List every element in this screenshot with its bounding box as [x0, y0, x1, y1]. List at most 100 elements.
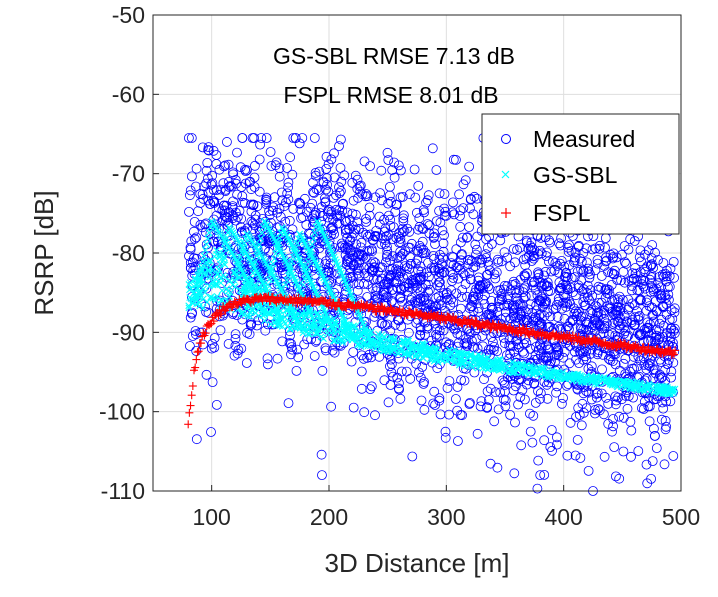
measured-point — [649, 423, 659, 434]
measured-point — [508, 307, 519, 318]
measured-point — [307, 177, 318, 188]
measured-point — [320, 345, 331, 356]
measured-point — [619, 311, 630, 321]
fspl-point — [515, 323, 524, 332]
measured-point — [604, 329, 615, 340]
measured-point — [452, 436, 463, 446]
measured-point — [236, 226, 247, 237]
measured-point — [317, 470, 327, 481]
measured-point — [232, 147, 242, 158]
measured-point — [487, 337, 498, 347]
measured-point — [519, 348, 530, 359]
measured-point — [589, 315, 600, 325]
measured-point — [274, 171, 285, 182]
measured-point — [240, 166, 251, 177]
gs-sbl-point — [644, 385, 652, 393]
measured-point — [612, 275, 623, 285]
measured-point — [634, 252, 645, 263]
measured-point — [549, 350, 560, 361]
measured-point — [626, 425, 637, 436]
measured-point — [246, 216, 257, 227]
measured-point — [551, 349, 562, 360]
gs-sbl-point — [483, 354, 491, 362]
measured-point — [462, 232, 473, 243]
measured-point — [452, 382, 463, 392]
measured-point — [419, 207, 430, 218]
measured-point — [624, 302, 635, 312]
gs-sbl-point — [255, 285, 263, 293]
gs-sbl-point — [205, 229, 213, 237]
measured-point — [666, 366, 677, 377]
measured-point — [475, 281, 486, 292]
measured-point — [364, 202, 375, 213]
measured-point — [382, 245, 393, 256]
gs-sbl-point — [390, 343, 397, 351]
fspl-point — [216, 310, 225, 319]
measured-point — [550, 258, 561, 268]
measured-point — [552, 312, 563, 322]
measured-point — [454, 189, 465, 200]
measured-point — [460, 175, 471, 186]
measured-point — [188, 226, 199, 237]
measured-point — [622, 331, 632, 342]
measured-point — [646, 272, 657, 283]
measured-point — [601, 392, 611, 403]
measured-point — [617, 249, 627, 260]
measured-point — [297, 133, 308, 143]
measured-point — [395, 246, 406, 257]
measured-point — [262, 319, 273, 330]
gs-sbl-point — [257, 235, 265, 242]
gs-sbl-point — [303, 264, 311, 271]
measured-point — [473, 283, 484, 294]
measured-point — [471, 249, 481, 260]
measured-point — [542, 247, 552, 258]
gs-sbl-point — [313, 217, 321, 225]
measured-point — [451, 262, 462, 273]
measured-point — [473, 303, 484, 314]
measured-point — [578, 354, 589, 365]
measured-point — [540, 296, 550, 307]
measured-point — [665, 336, 676, 347]
gs-sbl-point — [352, 323, 359, 330]
measured-point — [622, 317, 632, 328]
gs-sbl-point — [332, 320, 340, 328]
fspl-point — [186, 401, 195, 410]
gs-sbl-point — [426, 355, 434, 363]
gs-sbl-point — [236, 274, 244, 281]
measured-point — [535, 350, 546, 361]
measured-point — [525, 408, 535, 419]
gs-sbl-point — [526, 370, 534, 377]
measured-point — [540, 298, 551, 308]
measured-point — [659, 459, 670, 470]
y-tick-label: -90 — [112, 319, 145, 345]
measured-point — [226, 181, 237, 192]
measured-point — [376, 195, 387, 206]
measured-point — [346, 232, 357, 243]
measured-point — [594, 405, 605, 416]
measured-point — [288, 133, 299, 143]
measured-point — [326, 209, 336, 220]
measured-point — [272, 207, 283, 218]
measured-point — [348, 402, 359, 413]
measured-point — [626, 451, 636, 462]
measured-point — [269, 192, 280, 203]
measured-point — [246, 318, 257, 328]
measured-point — [379, 214, 390, 225]
measured-point — [582, 292, 593, 303]
measured-point — [434, 330, 445, 341]
measured-point — [225, 180, 236, 191]
measured-point — [515, 242, 525, 253]
gs-sbl-point — [273, 244, 281, 252]
measured-point — [326, 401, 337, 412]
measured-point — [313, 185, 324, 196]
measured-point — [247, 237, 258, 248]
gs-sbl-point — [213, 281, 220, 288]
measured-point — [498, 394, 509, 405]
measured-point — [191, 434, 202, 445]
measured-point — [444, 376, 455, 386]
measured-point — [382, 249, 393, 260]
measured-point — [607, 426, 617, 437]
measured-point — [368, 274, 379, 285]
measured-point — [564, 260, 575, 271]
measured-point — [254, 154, 265, 165]
